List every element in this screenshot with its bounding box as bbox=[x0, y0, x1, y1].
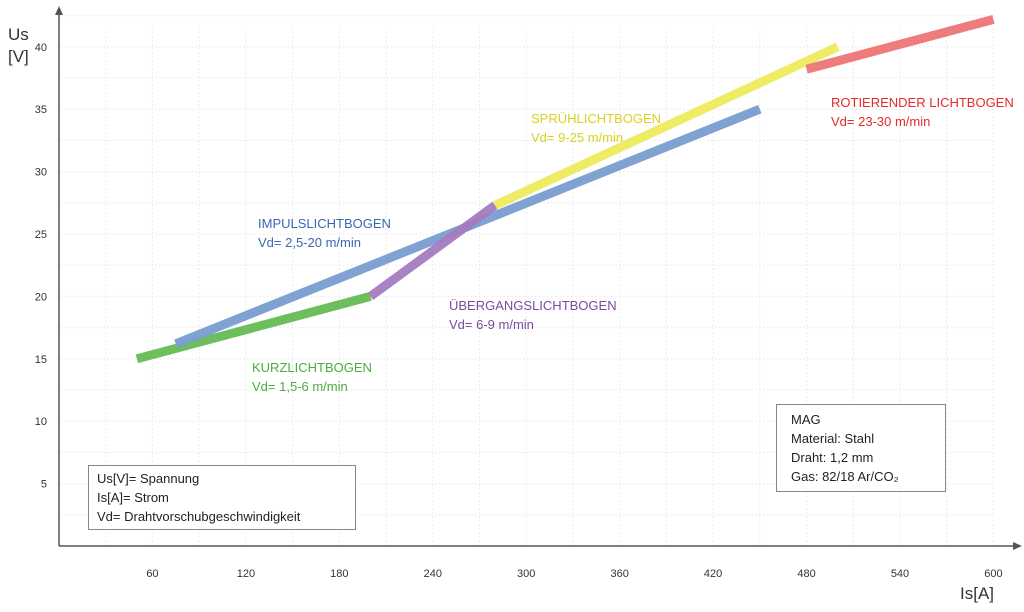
series-label-impuls: IMPULSLICHTBOGEN Vd= 2,5-20 m/min bbox=[258, 214, 391, 252]
x-tick-label: 240 bbox=[424, 568, 442, 580]
series-label-spruehen: SPRÜHLICHTBOGEN Vd= 9-25 m/min bbox=[531, 109, 661, 147]
series-label-impuls-detail: Vd= 2,5-20 m/min bbox=[258, 235, 361, 250]
y-axis-title: Us [V] bbox=[8, 24, 29, 68]
legend-box: Us[V]= Spannung Is[A]= Strom Vd= Drahtvo… bbox=[88, 465, 356, 530]
series-label-kurz-detail: Vd= 1,5-6 m/min bbox=[252, 379, 348, 394]
y-tick-label: 10 bbox=[35, 416, 47, 428]
y-tick-label: 15 bbox=[35, 354, 47, 366]
legend-line-wire-speed: Vd= Drahtvorschubgeschwindigkeit bbox=[97, 509, 301, 524]
x-tick-label: 300 bbox=[517, 568, 535, 580]
x-tick-label: 420 bbox=[704, 568, 722, 580]
y-tick-label: 30 bbox=[35, 167, 47, 179]
series-label-spruehen-detail: Vd= 9-25 m/min bbox=[531, 130, 624, 145]
y-axis-arrow-icon bbox=[55, 6, 63, 15]
series-label-rotierend-detail: Vd= 23-30 m/min bbox=[831, 114, 931, 129]
y-tick-label: 35 bbox=[35, 104, 47, 116]
series-label-rotierend: ROTIERENDER LICHTBOGEN Vd= 23-30 m/min bbox=[831, 93, 1014, 131]
x-tick-label: 540 bbox=[891, 568, 909, 580]
series-line-4 bbox=[493, 42, 840, 210]
legend-line-voltage: Us[V]= Spannung bbox=[97, 471, 200, 486]
series-line-1 bbox=[135, 292, 372, 364]
y-tick-label: 40 bbox=[35, 42, 47, 54]
x-axis-arrow-icon bbox=[1013, 542, 1022, 550]
tick-labels: 60 120 180 240 300 360 420 480 540 600 5 10 15 20 25 30… bbox=[35, 42, 1003, 580]
y-tick-label: 20 bbox=[35, 291, 47, 303]
x-tick-label: 60 bbox=[146, 568, 158, 580]
x-tick-label: 480 bbox=[797, 568, 815, 580]
spec-wire: Draht: 1,2 mm bbox=[791, 450, 874, 465]
series-label-spruehen-name: SPRÜHLICHTBOGEN bbox=[531, 111, 662, 126]
x-tick-label: 360 bbox=[610, 568, 628, 580]
series-label-rotierend-name: ROTIERENDER LICHTBOGEN bbox=[831, 95, 1014, 110]
series-label-uebergang-name: ÜBERGANGSLICHTBOGEN bbox=[449, 298, 617, 313]
spec-box: MAG Material: Stahl Draht: 1,2 mm Gas: 8… bbox=[776, 404, 946, 492]
series-label-kurz-name: KURZLICHTBOGEN bbox=[252, 360, 372, 375]
series-label-kurz: KURZLICHTBOGEN Vd= 1,5-6 m/min bbox=[252, 358, 372, 396]
legend-line-current: Is[A]= Strom bbox=[97, 490, 169, 505]
series-layer bbox=[135, 14, 995, 364]
grid bbox=[59, 15, 995, 546]
y-axis-title-line2: [V] bbox=[8, 47, 29, 66]
series-label-impuls-name: IMPULSLICHTBOGEN bbox=[258, 216, 391, 231]
series-label-uebergang: ÜBERGANGSLICHTBOGEN Vd= 6-9 m/min bbox=[449, 296, 617, 334]
axes bbox=[55, 6, 1022, 550]
spec-material: Material: Stahl bbox=[791, 431, 875, 446]
y-axis-title-line1: Us bbox=[8, 25, 29, 44]
series-line-3 bbox=[367, 201, 498, 301]
x-tick-label: 120 bbox=[237, 568, 255, 580]
spec-gas: Gas: 82/18 Ar/CO₂ bbox=[791, 469, 899, 484]
y-tick-label: 5 bbox=[41, 479, 47, 491]
series-label-uebergang-detail: Vd= 6-9 m/min bbox=[449, 317, 534, 332]
series-line-5 bbox=[805, 14, 995, 74]
y-tick-label: 25 bbox=[35, 229, 47, 241]
spec-process: MAG bbox=[791, 412, 821, 427]
x-tick-label: 600 bbox=[984, 568, 1002, 580]
x-axis-title: Is[A] bbox=[960, 584, 995, 603]
x-tick-label: 180 bbox=[330, 568, 348, 580]
